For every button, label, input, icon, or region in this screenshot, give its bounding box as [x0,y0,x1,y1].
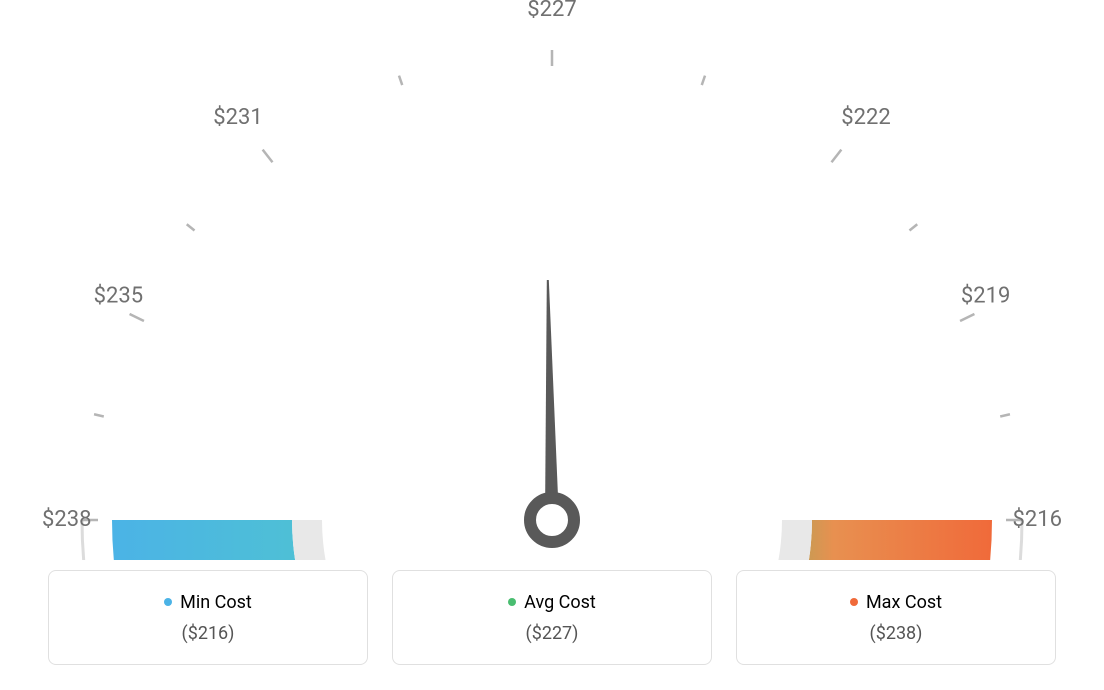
legend-title-max: Max Cost [850,592,942,613]
arc-tick [953,423,971,427]
legend-card-avg: Avg Cost ($227) [392,570,712,665]
dot-icon [164,598,172,606]
legend-title-avg: Avg Cost [508,592,596,613]
cost-gauge: $216 $219 $222 $227 $231 $235 $238 [0,0,1104,560]
legend-label: Avg Cost [524,592,596,613]
legend-label: Min Cost [180,592,252,613]
arc-tick [166,332,193,345]
gauge-svg: $216 $219 $222 $227 $231 $235 $238 [0,0,1104,560]
arc-tick [287,181,305,205]
tick-label: $227 [527,0,576,22]
arc-tick [133,423,151,427]
legend-card-min: Min Cost ($216) [48,570,368,665]
tick-label: $216 [1013,507,1062,532]
scale-tick [130,314,144,321]
scale-tick [960,314,974,321]
arc-tick [798,181,816,205]
scale-tick [832,150,842,163]
legend-value: ($216) [65,623,351,644]
legend-value: ($238) [753,623,1039,644]
tick-label: $222 [841,105,890,130]
scale-tick [909,224,917,230]
arc-tick [686,113,692,130]
arc-tick [912,332,939,345]
needle-hub [530,498,574,542]
dot-icon [850,598,858,606]
scale-tick [187,224,195,230]
tick-label: $231 [213,105,262,130]
scale-tick [399,76,402,85]
legend-row: Min Cost ($216) Avg Cost ($227) Max Cost… [0,570,1104,665]
tick-label: $238 [42,507,91,532]
gauge-needle [545,280,559,520]
arc-tick [412,113,418,130]
legend-card-max: Max Cost ($238) [736,570,1056,665]
arc-tick [218,249,232,260]
dot-icon [508,598,516,606]
scale-tick [94,414,104,416]
scale-tick [1000,414,1010,416]
scale-tick [702,76,705,85]
tick-label: $219 [961,283,1010,308]
tick-label: $235 [94,283,143,308]
legend-label: Max Cost [866,592,942,613]
legend-value: ($227) [409,623,695,644]
scale-tick [263,150,273,163]
arc-tick [872,249,886,260]
legend-title-min: Min Cost [164,592,252,613]
